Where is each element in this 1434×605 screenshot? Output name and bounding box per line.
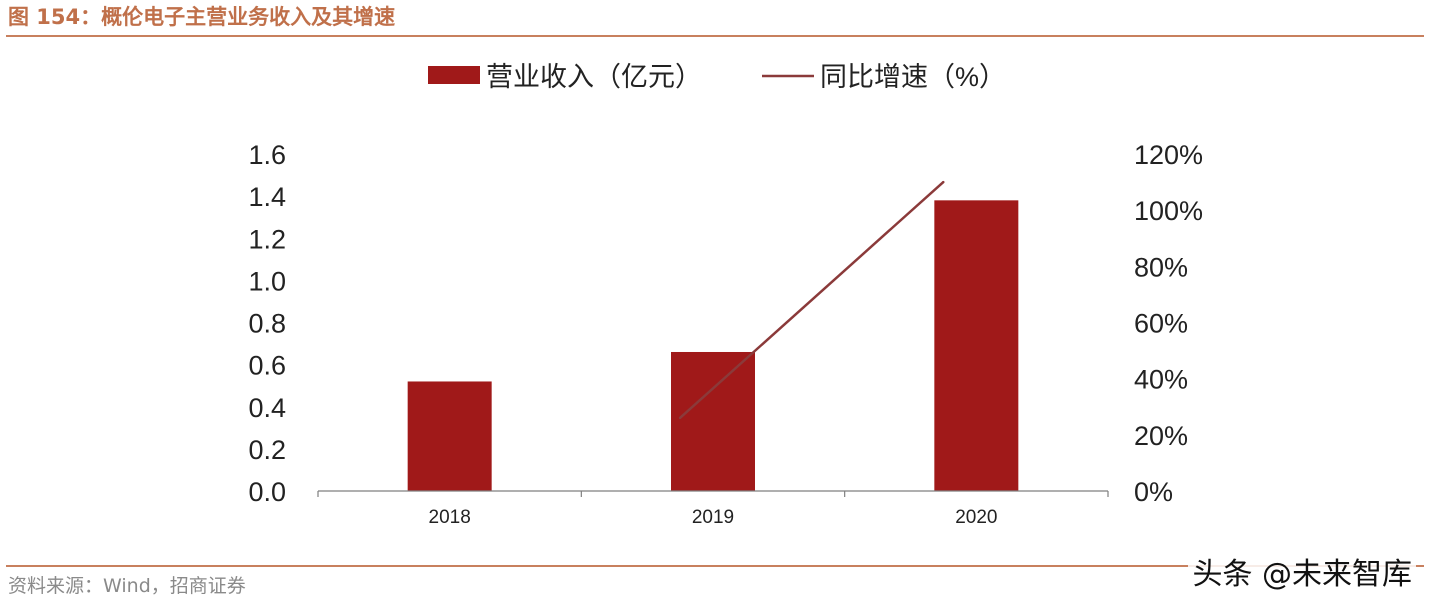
combo-chart: 2018 2019 2020 0.0 0.2 0.4 0.6 0.8 1.0 1.2 1.4 1.6 0…: [248, 62, 1203, 528]
growth-line: [679, 181, 945, 419]
y-left-tick-label: 0.2: [248, 435, 286, 465]
bar-2018: [407, 381, 492, 491]
source-note: 资料来源：Wind，招商证券: [8, 575, 246, 597]
y-right-tick-label: 120%: [1134, 140, 1203, 170]
y-left-tick-label: 1.2: [248, 224, 286, 254]
y-left-tick-label: 0.4: [248, 393, 286, 423]
growth-point-2020: [942, 180, 945, 184]
y-left-tick-label: 1.6: [248, 140, 286, 170]
x-tick-label-2020: 2020: [955, 507, 997, 528]
bar-2020: [934, 200, 1019, 491]
y-right-tick-label: 40%: [1134, 365, 1188, 395]
y-left-tick-label: 0.0: [248, 477, 286, 507]
legend-bar-label: 营业收入（亿元）: [486, 62, 702, 92]
x-tick-label-2018: 2018: [429, 507, 471, 528]
y-left-tick-label: 1.0: [248, 266, 286, 296]
y-left-tick-label: 0.6: [248, 351, 286, 381]
title-divider: [6, 35, 1424, 37]
y-right-tick-label: 80%: [1134, 252, 1188, 282]
legend-bar-swatch: [428, 66, 480, 84]
y-right-tick-label: 100%: [1134, 196, 1203, 226]
watermark: 头条 @未来智库: [1188, 549, 1416, 593]
y-left-tick-label: 1.4: [248, 182, 286, 212]
footer-divider: [6, 565, 1424, 567]
x-tick-label-2019: 2019: [692, 507, 734, 528]
growth-point-2019: [678, 416, 682, 420]
figure-title: 图 154：概伦电子主营业务收入及其增速: [8, 5, 396, 29]
bar-2019: [671, 351, 755, 491]
y-right-tick-label: 60%: [1134, 309, 1188, 339]
y-left-tick-label: 0.8: [248, 309, 286, 339]
y-right-tick-label: 20%: [1134, 421, 1188, 451]
y-right-tick-label: 0%: [1134, 477, 1173, 507]
legend-line-label: 同比增速（%）: [820, 62, 1006, 92]
